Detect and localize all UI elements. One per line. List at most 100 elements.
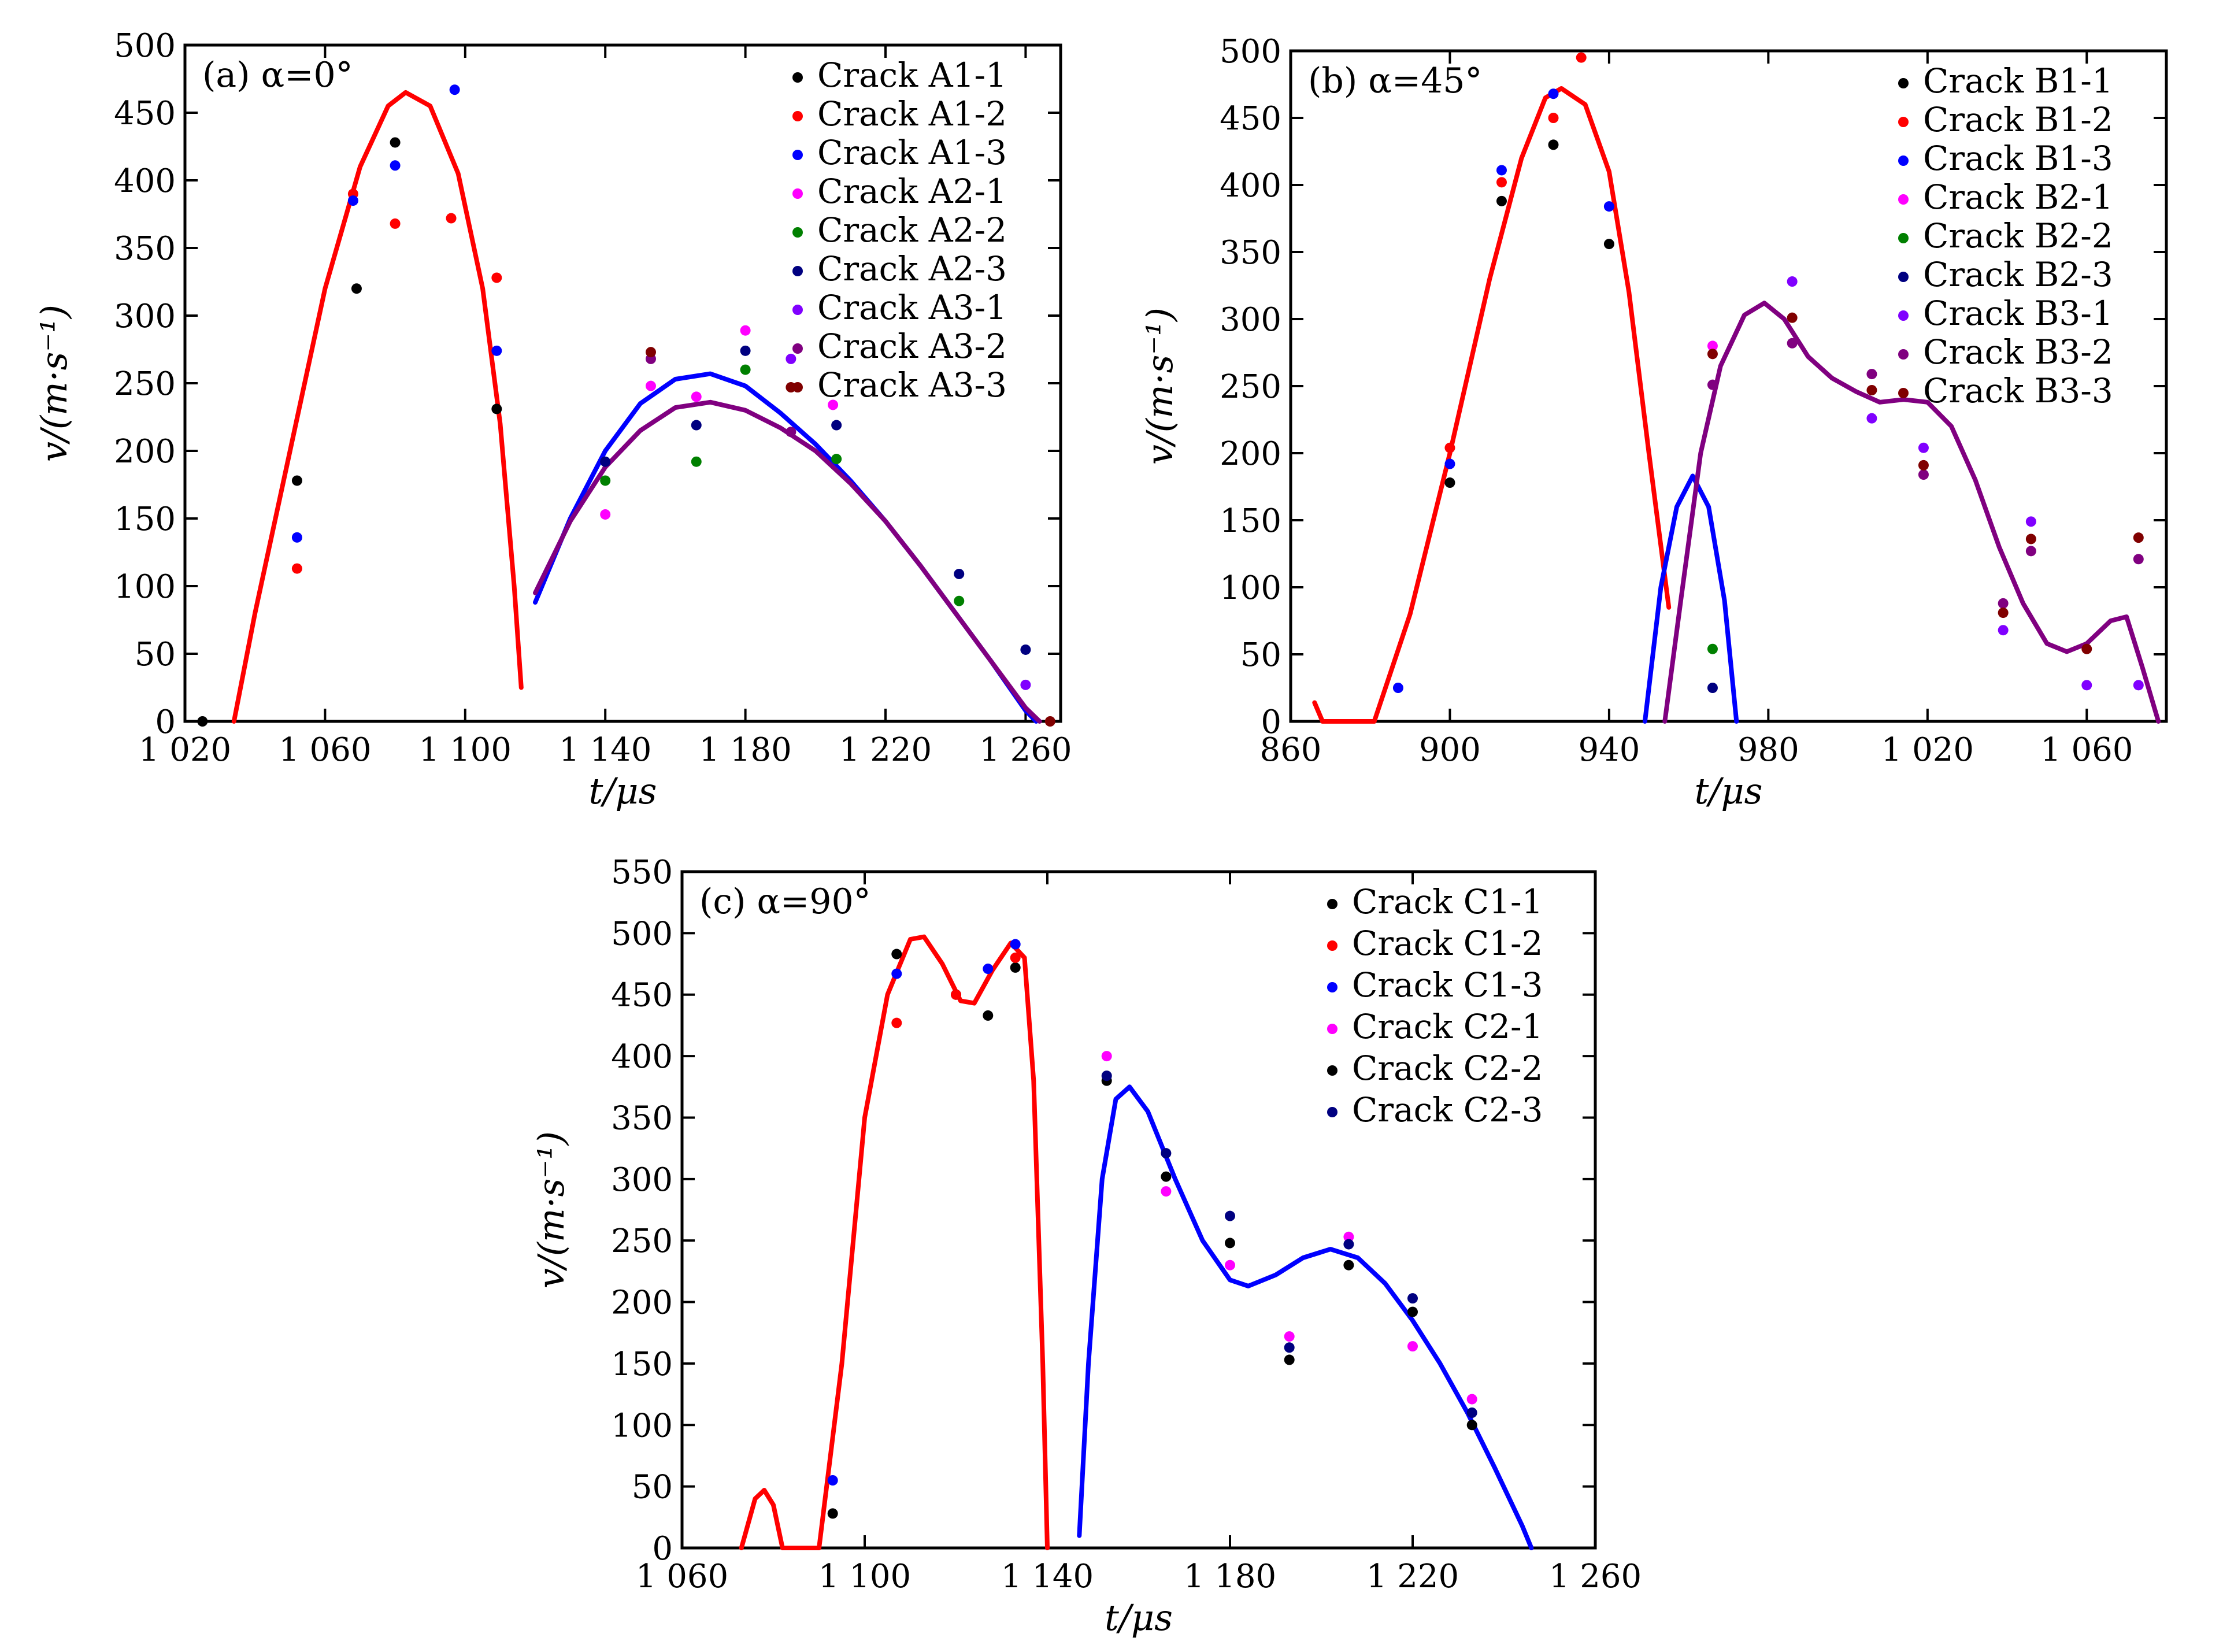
legend-entry: Crack B2-2 <box>1923 216 2113 255</box>
data-point-crack-b1-3-3 <box>1548 88 1559 99</box>
data-point-crack-b2-3-0 <box>1707 683 1718 693</box>
data-point-crack-a1-3-2 <box>390 160 401 171</box>
fit-curve-1 <box>1077 1084 1534 1550</box>
data-point-crack-b2-1-0 <box>1707 340 1718 351</box>
legend-entry: Crack A2-1 <box>817 172 1007 211</box>
data-point-crack-c1-1-0 <box>827 1508 838 1519</box>
data-point-crack-c2-2-6 <box>1466 1420 1477 1431</box>
data-point-crack-a1-2-4 <box>491 272 502 283</box>
data-point-crack-b1-1-2 <box>1548 139 1559 150</box>
data-point-crack-b3-3-3 <box>1918 460 1929 471</box>
data-point-crack-a1-2-0 <box>291 563 302 574</box>
data-point-crack-c2-3-4 <box>1343 1239 1354 1250</box>
x-tick-label: 1 180 <box>699 731 791 769</box>
data-point-crack-b1-1-1 <box>1496 195 1507 206</box>
y-tick-label: 250 <box>611 1223 673 1260</box>
data-point-crack-b3-2-5 <box>2025 546 2036 557</box>
legend-marker <box>1898 349 1909 360</box>
y-tick-label: 550 <box>611 854 673 891</box>
x-tick-label: 1 100 <box>818 1558 911 1595</box>
fit-curve-0 <box>739 934 1050 1550</box>
data-point-crack-c1-3-0 <box>827 1475 838 1486</box>
panel-label: (b) α=45° <box>1308 61 1482 101</box>
y-tick-label: 400 <box>1220 167 1281 205</box>
x-tick-label: 1 260 <box>1549 1558 1642 1595</box>
data-point-crack-c1-3-2 <box>983 964 994 975</box>
x-tick-label: 1 180 <box>1184 1558 1276 1595</box>
y-tick-label: 150 <box>1220 502 1281 540</box>
data-point-crack-a2-1-2 <box>691 391 702 402</box>
data-point-crack-b3-2-4 <box>1998 598 2009 609</box>
legend-marker <box>1327 1107 1337 1117</box>
legend-entry: Crack B1-2 <box>1923 100 2113 139</box>
data-point-crack-b3-2-6 <box>2133 554 2144 565</box>
legend-marker <box>792 72 803 83</box>
x-tick-label: 940 <box>1578 731 1640 769</box>
y-tick-label: 150 <box>114 501 176 538</box>
y-tick-label: 450 <box>114 95 176 132</box>
y-axis-label: v/(m·s⁻¹) <box>530 1131 572 1288</box>
data-point-crack-c2-1-5 <box>1407 1341 1418 1352</box>
panel-label: (a) α=0° <box>202 55 353 95</box>
fit-curve-0 <box>231 90 524 724</box>
data-point-crack-c2-1-0 <box>1101 1051 1112 1062</box>
data-point-crack-b1-3-2 <box>1496 165 1507 176</box>
x-tick-label: 1 260 <box>979 731 1072 769</box>
data-point-crack-a3-1-1 <box>1020 679 1031 690</box>
legend-marker <box>1898 310 1909 321</box>
y-tick-label: 0 <box>652 1530 673 1568</box>
data-point-crack-c1-3-3 <box>1010 939 1021 950</box>
data-point-crack-a2-2-4 <box>954 595 965 606</box>
y-tick-label: 350 <box>611 1099 673 1137</box>
legend-marker <box>1898 194 1909 205</box>
data-point-crack-c2-3-0 <box>1101 1071 1112 1081</box>
x-axis-label: t/μs <box>589 770 657 812</box>
legend-marker <box>792 188 803 199</box>
data-point-crack-c1-2-1 <box>951 989 961 1000</box>
x-tick-label: 1 220 <box>1366 1558 1459 1595</box>
data-point-crack-a2-3-1 <box>691 420 702 431</box>
y-tick-label: 200 <box>1220 435 1281 473</box>
legend-entry: Crack B3-2 <box>1923 332 2113 372</box>
x-tick-label: 980 <box>1737 731 1799 769</box>
data-point-crack-b2-2-0 <box>1707 643 1718 654</box>
y-tick-label: 0 <box>155 703 176 741</box>
data-point-crack-a1-3-0 <box>291 532 302 543</box>
x-axis-label: t/μs <box>1695 770 1763 812</box>
data-point-crack-b3-1-4 <box>2025 516 2036 527</box>
data-point-crack-b1-1-3 <box>1603 239 1614 250</box>
y-tick-label: 300 <box>611 1161 673 1199</box>
legend-marker <box>792 111 803 121</box>
data-point-crack-b1-2-0 <box>1444 442 1455 453</box>
y-tick-label: 200 <box>114 433 176 471</box>
data-point-crack-c2-2-2 <box>1225 1238 1235 1249</box>
data-point-crack-a1-1-4 <box>491 403 502 414</box>
y-tick-label: 450 <box>611 977 673 1014</box>
y-tick-label: 100 <box>114 568 176 606</box>
legend-entry: Crack C2-1 <box>1352 1007 1543 1046</box>
data-point-crack-b3-1-2 <box>1918 442 1929 453</box>
legend-marker <box>1898 155 1909 166</box>
data-point-crack-b3-2-0 <box>1707 379 1718 390</box>
data-point-crack-b3-3-1 <box>1787 312 1798 323</box>
fit-curve-2 <box>1662 301 2161 724</box>
legend-entry: Crack B2-3 <box>1923 255 2113 294</box>
legend-marker <box>1327 940 1337 951</box>
data-point-crack-c2-1-2 <box>1225 1260 1235 1271</box>
legend-marker <box>1898 117 1909 127</box>
data-point-crack-a2-2-0 <box>600 475 611 486</box>
data-point-crack-b3-2-1 <box>1787 338 1798 349</box>
data-point-crack-b3-2-2 <box>1866 369 1877 380</box>
data-point-crack-a2-2-3 <box>831 454 842 465</box>
legend-entry: Crack C1-1 <box>1352 882 1543 921</box>
y-tick-label: 300 <box>114 298 176 335</box>
legend-marker <box>792 305 803 315</box>
data-point-crack-c2-2-5 <box>1407 1306 1418 1317</box>
data-point-crack-a2-1-0 <box>600 509 611 520</box>
data-point-crack-b3-1-6 <box>2133 680 2144 691</box>
y-tick-label: 250 <box>1220 368 1281 406</box>
y-tick-label: 500 <box>1220 33 1281 71</box>
y-tick-label: 450 <box>1220 100 1281 138</box>
legend-entry: Crack C1-3 <box>1352 965 1543 1005</box>
